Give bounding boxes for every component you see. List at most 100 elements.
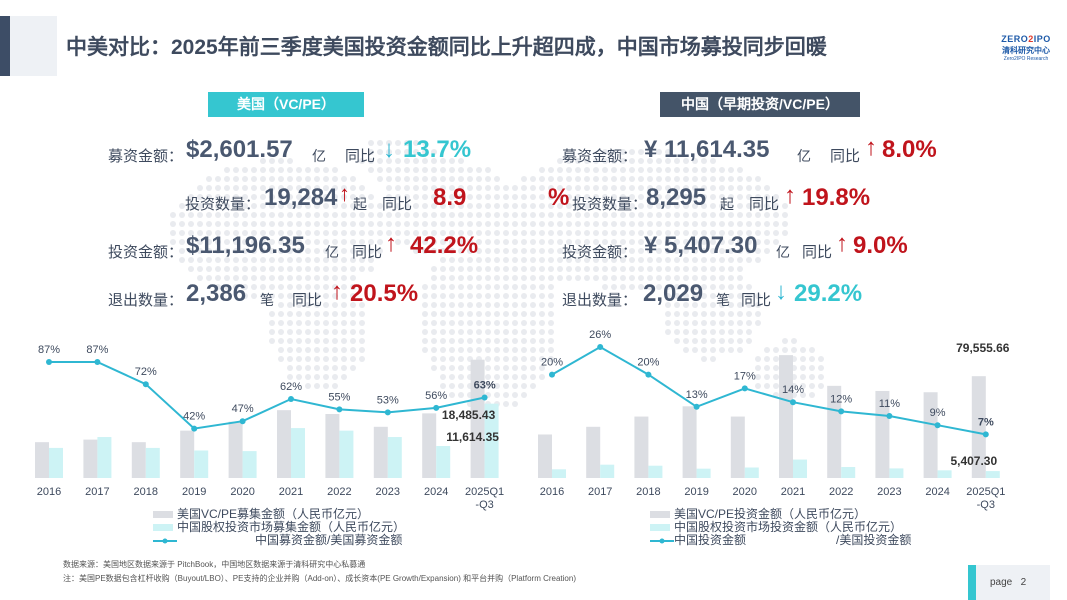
- footer-accent-bar: [968, 565, 976, 600]
- bar-cn-2023: [889, 468, 904, 478]
- ratio-point-2022: [838, 408, 845, 415]
- bar-cn-2025Q1-Q3: [484, 403, 499, 478]
- cn-exit-unit: 笔: [716, 292, 730, 308]
- bar-us-2017: [586, 426, 601, 478]
- ratio-label: 13%: [686, 389, 708, 401]
- logo-cn-text: 清科研究中心: [1002, 46, 1050, 55]
- ratio-label: 62%: [280, 381, 302, 393]
- bar-us-2020: [730, 416, 745, 478]
- us-invest-label: 投资金额：: [108, 244, 184, 261]
- bar-us-2016: [538, 434, 552, 478]
- us-deals-yoy-pct-sign: %: [548, 184, 570, 211]
- us-fund-down-arrow-icon: ↓: [383, 136, 395, 163]
- cn-invest-unit: 亿: [776, 244, 790, 260]
- x-tick-label: 2025Q1 -Q3: [966, 486, 1005, 511]
- page-title: 中美对比：2025年前三季度美国投资金额同比上升超四成，中国市场募投同步回暖: [66, 36, 827, 59]
- ratio-point-2023: [384, 409, 391, 416]
- ratio-point-2021: [790, 399, 796, 406]
- cn-fund-value: ¥ 11,614.35: [644, 136, 770, 163]
- x-tick-label: 2025Q1 -Q3: [465, 486, 504, 511]
- us-invest-yoy-pct: 42.2%: [410, 232, 479, 259]
- cn-deals-yoy-label: 同比: [749, 196, 780, 213]
- legend-gray-swatch: [153, 511, 173, 519]
- ratio-label: 7%: [978, 416, 994, 428]
- ratio-point-2018: [142, 381, 149, 388]
- x-tick-label: 2018: [134, 486, 158, 498]
- ratio-point-2022: [336, 406, 343, 413]
- us-fund-yoy-pct: 13.7%: [403, 136, 472, 163]
- bar-us-2018: [634, 416, 649, 478]
- bar-cn-last-label: 5,407.30: [950, 454, 997, 468]
- ratio-label: 20%: [637, 357, 659, 369]
- us-deals-label: 投资数量：: [185, 196, 261, 213]
- bar-cn-2025Q1-Q3: [985, 471, 1000, 478]
- bar-cn-2020: [744, 467, 759, 478]
- zero2ipo-logo: ZERO2IPO 清科研究中心 Zero2IPO Research: [1000, 34, 1052, 62]
- legend-right-ratio: 中国投资金额/美国投资金额: [650, 531, 911, 548]
- cn-region-tag: 中国（早期投资/VC/PE）: [660, 92, 860, 117]
- bar-us-2016: [35, 442, 49, 478]
- bar-cn-2019: [696, 468, 711, 478]
- ratio-label: 17%: [734, 370, 756, 382]
- bar-cn-2021: [793, 459, 807, 478]
- world-map-background: [170, 140, 824, 407]
- us-exit-yoy-pct: 20.5%: [350, 280, 419, 307]
- ratio-label: 55%: [328, 391, 350, 403]
- x-tick-label: 2020: [230, 486, 254, 498]
- cn-exit-value: 2,029: [643, 280, 704, 307]
- us-deals-yoy-pct: 8.9: [433, 184, 467, 211]
- bar-cn-2022: [339, 430, 354, 478]
- legend-cyan-swatch: [650, 524, 670, 532]
- cn-fund-unit: 亿: [797, 148, 811, 164]
- bar-cn-2024: [937, 470, 952, 478]
- ratio-point-2023: [886, 413, 893, 419]
- cn-invest-yoy-pct: 9.0%: [853, 232, 908, 259]
- cn-deals-yoy-pct: 19.8%: [802, 184, 871, 211]
- bar-us-2017: [83, 439, 98, 478]
- x-tick-label: 2024: [424, 486, 448, 498]
- ratio-point-2018: [645, 371, 652, 378]
- legend-left-ratio: 中国募资金额/美国募资金额: [153, 531, 402, 548]
- bar-cn-2022: [841, 466, 856, 478]
- ratio-label: 14%: [782, 384, 804, 396]
- legend-cyan-swatch: [153, 524, 173, 532]
- legend-right-cn: 中国股权投资市场投资金额（人民币亿元）: [650, 518, 902, 535]
- us-fund-yoy-label: 同比: [345, 148, 376, 165]
- x-tick-label: 2019: [684, 486, 708, 498]
- x-tick-label: 2017: [588, 486, 612, 498]
- bar-us-2019: [180, 430, 195, 478]
- page-number: page 2: [990, 577, 1027, 588]
- legend-line-swatch: [153, 538, 177, 544]
- bar-us-last-label: 18,485.43: [442, 408, 496, 422]
- ratio-label: 26%: [589, 330, 611, 341]
- bar-cn-2019: [194, 450, 209, 478]
- us-fund-unit: 亿: [312, 148, 326, 164]
- ratio-point-2025Q1-Q3: [481, 394, 488, 401]
- fundraising-comparison-chart: 2016 2017 2018 2019 2020 2021 2022 2023 2024 2025…: [35, 344, 504, 511]
- ratio-label: 87%: [86, 344, 108, 356]
- ratio-line: [551, 345, 986, 436]
- bar-cn-2017: [97, 437, 112, 478]
- bar-cn-2020: [242, 451, 257, 478]
- cn-fund-yoy-label: 同比: [830, 148, 861, 165]
- cn-exit-down-arrow-icon: ↓: [775, 278, 787, 305]
- footer-page-box: [976, 565, 1050, 600]
- bar-us-2023: [373, 426, 388, 478]
- x-tick-label: 2022: [327, 486, 351, 498]
- bar-cn-2016: [49, 447, 63, 478]
- us-exit-up-arrow-icon: ↑: [331, 278, 343, 305]
- bar-us-2022: [325, 414, 340, 478]
- x-tick-label: 2018: [636, 486, 660, 498]
- logo-en-text: Zero2IPO Research: [1003, 56, 1049, 62]
- cn-exit-label: 退出数量：: [562, 292, 638, 309]
- ratio-point-2017: [597, 344, 604, 350]
- us-deals-yoy-label: 同比: [382, 196, 413, 213]
- bar-us-last-label: 79,555.66: [956, 341, 1010, 355]
- x-tick-label: 2016: [37, 486, 61, 498]
- bar-cn-2017: [600, 464, 615, 478]
- logo-mark: ZERO2IPO: [1001, 34, 1051, 44]
- cn-deals-value: 8,295: [646, 184, 707, 211]
- cn-invest-label: 投资金额：: [562, 244, 638, 261]
- us-deals-value: 19,284: [264, 184, 338, 211]
- ratio-point-2019: [191, 425, 198, 432]
